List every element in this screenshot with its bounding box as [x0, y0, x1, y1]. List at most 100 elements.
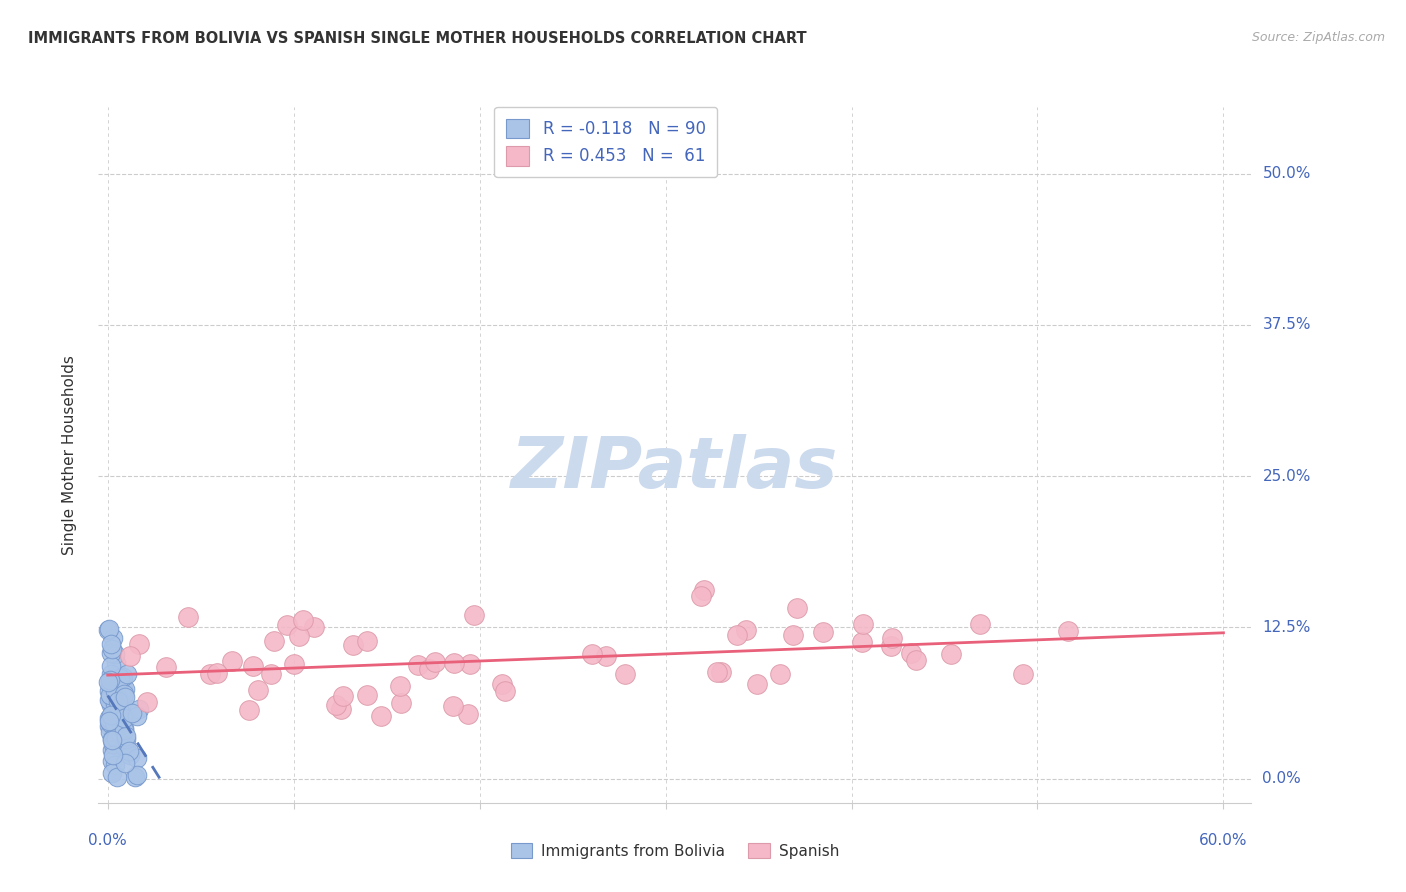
Point: [101, 732, 124, 747]
Point: [406, 658, 429, 673]
Point: [104, 712, 127, 726]
Point: [786, 601, 808, 615]
Point: [457, 706, 479, 721]
Point: [112, 723, 135, 737]
Point: [238, 702, 260, 716]
Point: [200, 667, 222, 681]
Point: [104, 733, 127, 747]
Point: [904, 653, 927, 667]
Point: [114, 690, 136, 704]
Point: [614, 667, 637, 681]
Point: [880, 639, 903, 653]
Point: [441, 699, 464, 714]
Point: [332, 689, 354, 703]
Point: [100, 698, 122, 713]
Point: [105, 714, 128, 729]
Y-axis label: Single Mother Households: Single Mother Households: [62, 355, 77, 555]
Point: [101, 641, 124, 656]
Point: [103, 694, 125, 708]
Point: [121, 706, 143, 720]
Point: [969, 616, 991, 631]
Point: [104, 758, 127, 772]
Point: [581, 648, 603, 662]
Point: [103, 631, 125, 645]
Point: [880, 631, 903, 645]
Point: [389, 679, 412, 693]
Point: [425, 655, 447, 669]
Text: 0.0%: 0.0%: [89, 833, 127, 848]
Point: [370, 708, 392, 723]
Point: [939, 647, 962, 661]
Point: [690, 589, 713, 603]
Point: [103, 690, 125, 704]
Point: [100, 679, 122, 693]
Point: [101, 684, 124, 698]
Point: [98, 693, 121, 707]
Point: [105, 687, 128, 701]
Point: [124, 770, 146, 784]
Point: [98, 692, 121, 706]
Text: 12.5%: 12.5%: [1263, 620, 1310, 635]
Point: [118, 744, 141, 758]
Point: [283, 657, 305, 671]
Point: [100, 731, 122, 746]
Point: [443, 656, 465, 670]
Point: [101, 737, 124, 751]
Point: [111, 707, 134, 722]
Legend: Immigrants from Bolivia, Spanish: Immigrants from Bolivia, Spanish: [505, 837, 845, 864]
Point: [97, 719, 120, 733]
Point: [304, 620, 326, 634]
Point: [107, 700, 129, 714]
Point: [242, 659, 264, 673]
Point: [111, 682, 134, 697]
Point: [114, 739, 136, 754]
Point: [107, 693, 129, 707]
Point: [108, 724, 131, 739]
Text: 37.5%: 37.5%: [1263, 318, 1310, 333]
Point: [101, 710, 124, 724]
Text: 25.0%: 25.0%: [1263, 468, 1310, 483]
Point: [418, 661, 440, 675]
Text: 60.0%: 60.0%: [1199, 833, 1247, 848]
Text: Source: ZipAtlas.com: Source: ZipAtlas.com: [1251, 31, 1385, 45]
Point: [136, 696, 159, 710]
Point: [103, 714, 125, 729]
Point: [692, 583, 714, 598]
Point: [97, 684, 120, 698]
Point: [101, 755, 124, 769]
Point: [97, 623, 120, 637]
Point: [100, 680, 122, 694]
Point: [128, 702, 150, 716]
Point: [105, 695, 128, 709]
Point: [1056, 624, 1078, 639]
Point: [101, 736, 124, 750]
Point: [125, 768, 148, 782]
Point: [112, 670, 135, 684]
Point: [101, 765, 124, 780]
Point: [118, 648, 141, 663]
Point: [263, 633, 285, 648]
Point: [108, 709, 131, 723]
Point: [97, 675, 120, 690]
Point: [104, 684, 127, 698]
Point: [112, 711, 135, 725]
Point: [101, 747, 124, 762]
Point: [389, 696, 412, 710]
Point: [98, 714, 121, 729]
Point: [107, 717, 129, 731]
Point: [127, 751, 149, 765]
Point: [104, 696, 127, 710]
Point: [100, 713, 122, 727]
Point: [103, 699, 125, 714]
Point: [112, 687, 135, 701]
Point: [463, 608, 485, 623]
Point: [177, 610, 200, 624]
Point: [114, 756, 136, 770]
Point: [114, 731, 136, 746]
Point: [782, 628, 804, 642]
Point: [768, 667, 790, 681]
Point: [98, 673, 121, 688]
Text: 50.0%: 50.0%: [1263, 166, 1310, 181]
Point: [100, 636, 122, 650]
Point: [205, 665, 228, 680]
